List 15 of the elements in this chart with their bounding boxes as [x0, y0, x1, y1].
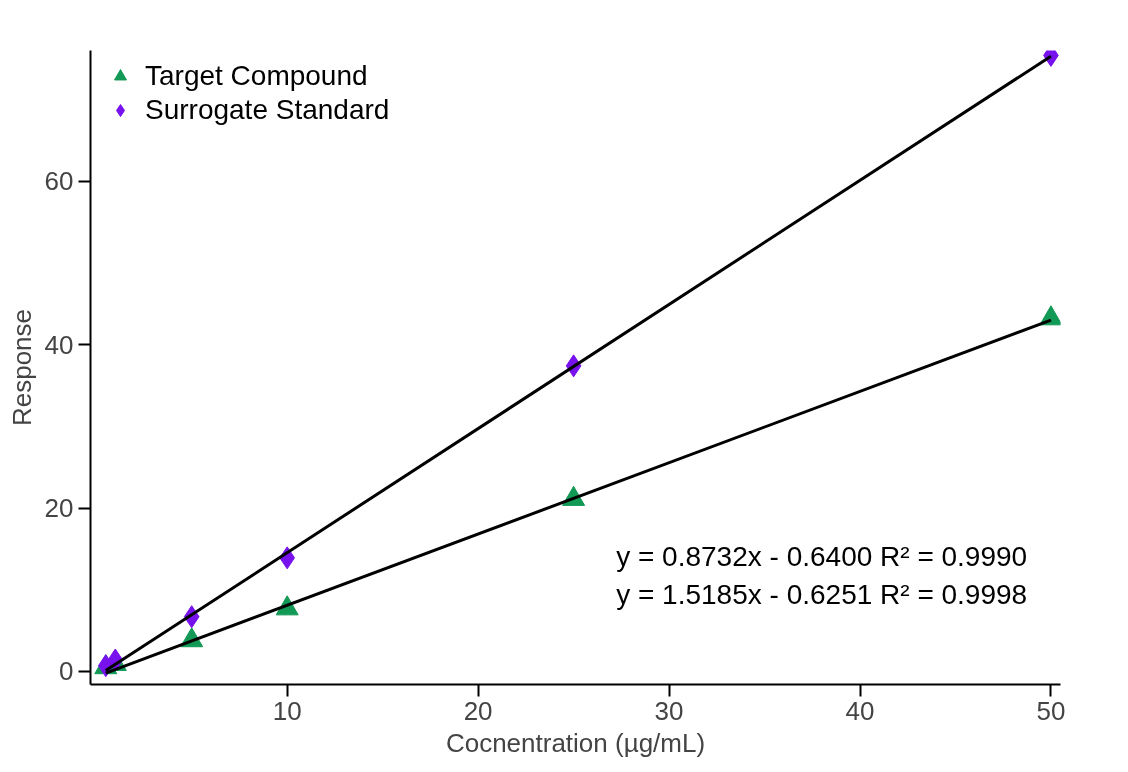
annotation: y = 0.8732x - 0.6400 R² = 0.9990	[616, 541, 1028, 572]
annotation: y = 1.5185x - 0.6251 R² = 0.9998	[616, 579, 1028, 610]
x-tick-label: 10	[272, 695, 302, 726]
y-tick-label: 0	[59, 656, 74, 687]
x-tick-label: 30	[654, 695, 684, 726]
legend-label: Surrogate Standard	[145, 94, 390, 126]
x-axis-title: Cocnentration (µg/mL)	[445, 727, 706, 758]
y-tick-label: 60	[44, 166, 74, 197]
y-axis-title: Response	[6, 308, 37, 427]
x-tick-label: 50	[1036, 695, 1066, 726]
x-tick-label: 20	[463, 695, 493, 726]
x-tick-label: 40	[845, 695, 875, 726]
legend-label: Target Compound	[145, 60, 368, 92]
y-tick-label: 20	[44, 493, 74, 524]
y-tick-label: 40	[44, 329, 74, 360]
